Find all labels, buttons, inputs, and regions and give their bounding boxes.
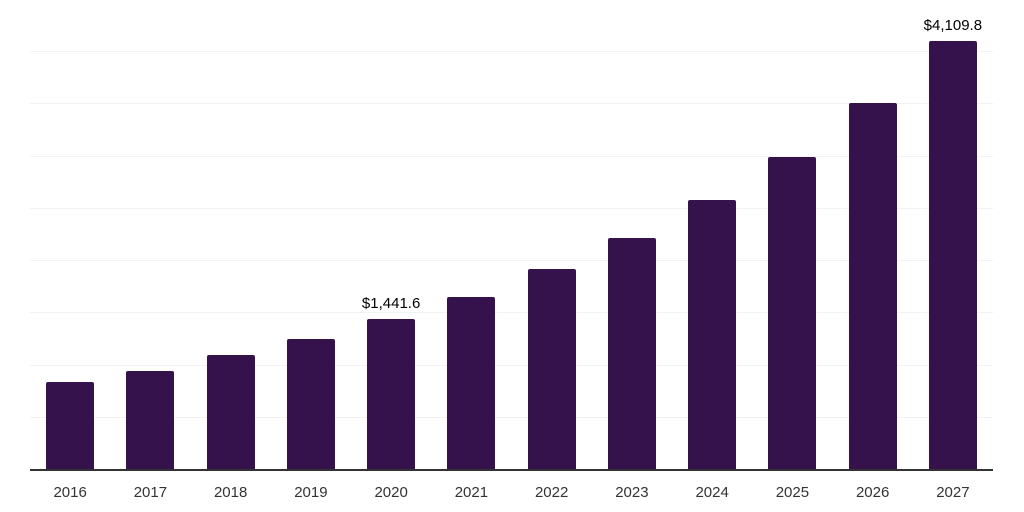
x-axis-tick-labels: 2016 2017 2018 2019 2020 2021 2022 2023 2024 2025… xyxy=(30,471,993,512)
x-tick-label-2022: 2022 xyxy=(534,484,569,501)
data-label-2020: $1,441.6 xyxy=(361,295,421,313)
x-tick-label-2024: 2024 xyxy=(695,484,729,501)
bar-2021 xyxy=(447,296,496,470)
x-tick-label-2016: 2016 xyxy=(53,484,87,501)
chart-plot-area: $1,441.6 $4,109.8 xyxy=(30,0,993,471)
x-tick-label-2020: 2020 xyxy=(374,484,408,501)
gridline-4000 xyxy=(30,51,993,53)
bar-2018 xyxy=(206,355,255,470)
bar-2022 xyxy=(527,269,576,470)
gridline-3000 xyxy=(30,155,993,157)
x-tick-label-2018: 2018 xyxy=(213,484,248,501)
gridline-3500 xyxy=(30,103,993,105)
gridline-1500 xyxy=(30,312,993,314)
x-tick-label-2027: 2027 xyxy=(936,484,970,501)
x-tick-label-2023: 2023 xyxy=(615,484,649,501)
data-label-2027: $4,109.8 xyxy=(923,16,983,34)
bar-2020 xyxy=(367,319,416,470)
x-tick-label-2026: 2026 xyxy=(855,484,890,501)
x-tick-label-2021: 2021 xyxy=(454,484,489,501)
gridline-1000 xyxy=(30,364,993,366)
x-tick-label-2017: 2017 xyxy=(133,484,168,501)
bar-2023 xyxy=(607,237,656,470)
x-tick-label-2025: 2025 xyxy=(775,484,810,501)
bar-2024 xyxy=(688,199,737,470)
bar-2026 xyxy=(848,103,897,470)
x-tick-label-2019: 2019 xyxy=(294,484,328,501)
gridline-2500 xyxy=(30,207,993,209)
bar-2019 xyxy=(286,339,335,470)
bar-2027 xyxy=(928,40,977,470)
x-axis-line xyxy=(30,469,993,471)
bar-2016 xyxy=(46,382,95,470)
gridline-2000 xyxy=(30,260,993,262)
gridline-500 xyxy=(30,416,993,418)
bar-2017 xyxy=(126,371,175,470)
bar-2025 xyxy=(768,156,817,470)
